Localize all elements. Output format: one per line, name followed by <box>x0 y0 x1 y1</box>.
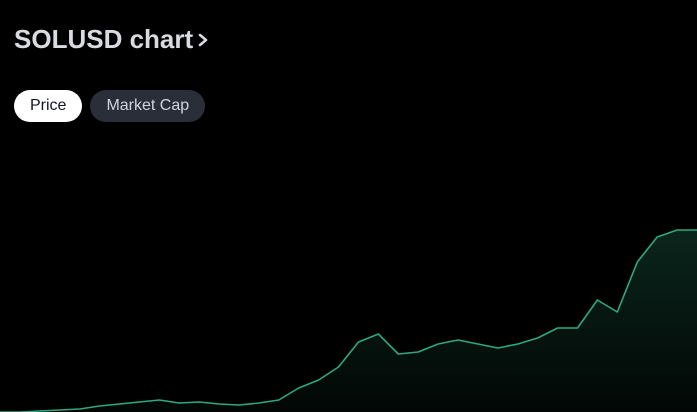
title: SOLUSD chart <box>14 24 194 54</box>
tabs: Price Market Cap <box>14 90 206 122</box>
price-line <box>0 229 697 412</box>
tab-market-cap[interactable]: Market Cap <box>90 90 206 122</box>
chevron-icon <box>198 33 208 46</box>
area <box>0 230 697 412</box>
tab-price[interactable]: Price <box>14 90 83 122</box>
title-link[interactable]: SOLUSD chart <box>14 24 209 55</box>
